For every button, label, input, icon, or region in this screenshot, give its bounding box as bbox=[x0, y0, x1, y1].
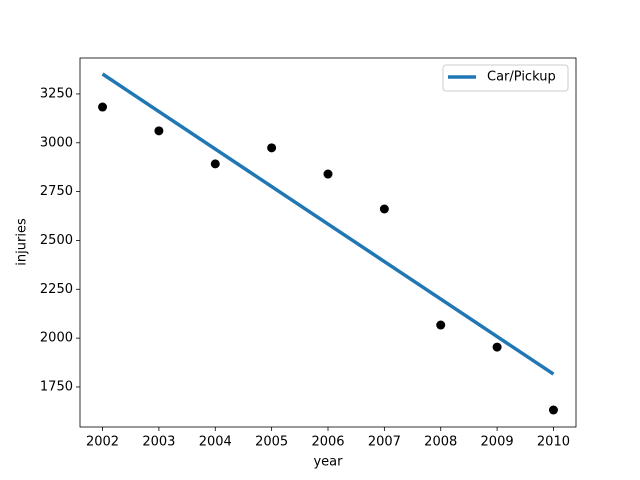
x-tick-label: 2003 bbox=[142, 435, 175, 450]
x-tick-label: 2007 bbox=[368, 435, 401, 450]
point bbox=[548, 405, 558, 415]
x-tick-label: 2010 bbox=[537, 435, 570, 450]
point bbox=[267, 143, 277, 153]
y-tick-label: 2000 bbox=[40, 331, 73, 346]
point bbox=[98, 102, 108, 112]
x-axis-label: year bbox=[313, 455, 343, 470]
line bbox=[101, 72, 555, 376]
x-tick-label: 2005 bbox=[255, 435, 288, 450]
y-tick-label: 2500 bbox=[40, 233, 73, 248]
x-tick-label: 2006 bbox=[311, 435, 344, 450]
point bbox=[492, 342, 502, 352]
point bbox=[379, 204, 389, 214]
point bbox=[323, 169, 333, 179]
y-axis-label: injuries bbox=[15, 218, 30, 266]
y-tick-label: 2750 bbox=[40, 184, 73, 199]
legend-label: Car/Pickup bbox=[487, 70, 556, 85]
x-tick-label: 2009 bbox=[481, 435, 514, 450]
y-tick-label: 3250 bbox=[40, 86, 73, 101]
point bbox=[436, 320, 446, 330]
point bbox=[210, 159, 220, 169]
y-tick-label: 1750 bbox=[40, 379, 73, 394]
point bbox=[154, 126, 164, 136]
y-tick-label: 3000 bbox=[40, 135, 73, 150]
x-tick-label: 2002 bbox=[86, 435, 119, 450]
y-tick-label: 2250 bbox=[40, 282, 73, 297]
legend-box bbox=[442, 64, 569, 92]
x-tick-label: 2004 bbox=[199, 435, 232, 450]
x-tick-label: 2008 bbox=[424, 435, 457, 450]
plot-frame bbox=[79, 57, 577, 428]
